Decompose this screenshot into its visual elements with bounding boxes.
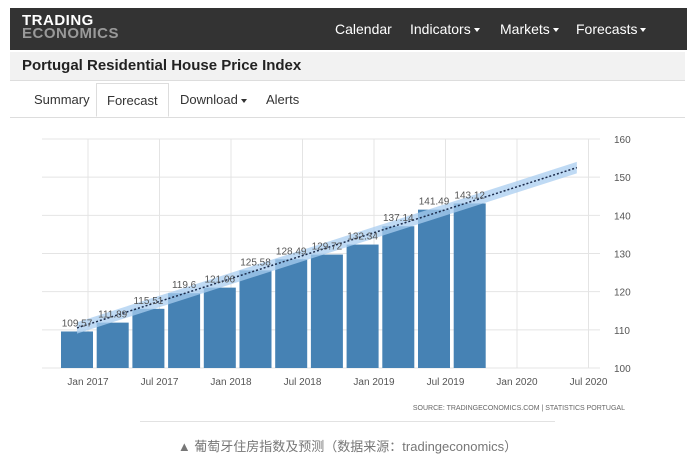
tabs: Summary Forecast Download Alerts: [10, 83, 685, 118]
logo-top[interactable]: TRADING: [22, 12, 94, 29]
chart: 100 110 120 130 140 150 160 Jan 2017 Jul 2017 Jan…: [42, 135, 631, 412]
bar: [96, 322, 129, 368]
bar: [168, 293, 201, 368]
tab-label: Download: [180, 92, 238, 107]
y-tick-label: 100: [614, 364, 631, 375]
bar: [61, 331, 93, 368]
value-label: 141.49: [419, 197, 450, 208]
bar: [132, 308, 165, 368]
menu-label: Indicators: [410, 21, 471, 37]
tab-label: Summary: [34, 92, 90, 107]
value-label: 119.6: [172, 280, 197, 291]
y-tick-label: 160: [614, 135, 631, 146]
caption: ▲ 葡萄牙住房指数及预测（数据来源：tradingeconomics）: [177, 439, 518, 454]
caret: [640, 28, 647, 33]
page-title: Portugal Residential House Price Index: [22, 57, 302, 74]
bar: [346, 244, 379, 368]
y-tick-label: 130: [614, 250, 631, 261]
x-tick-label: Jul 2017: [141, 377, 179, 388]
tab[interactable]: Forecast: [96, 83, 169, 117]
y-tick-label: 140: [614, 211, 631, 222]
tab[interactable]: Summary: [24, 83, 100, 117]
trend-line: [76, 166, 578, 329]
bar: [275, 259, 308, 368]
menu-label: Forecasts: [576, 21, 638, 37]
value-label: 121.06: [205, 275, 236, 286]
menu-item[interactable]: Forecasts: [576, 21, 647, 37]
value-label: 111.89: [98, 310, 128, 321]
value-label: 125.58: [240, 257, 271, 268]
logo-bottom[interactable]: ECONOMICS: [22, 25, 120, 42]
x-tick-label: Jan 2018: [210, 377, 252, 388]
x-tick-label: Jan 2020: [496, 377, 538, 388]
x-tick-label: Jan 2017: [67, 377, 109, 388]
tab-label: Forecast: [107, 93, 158, 108]
caret: [473, 28, 480, 33]
bar: [310, 254, 343, 368]
menu-item[interactable]: Calendar: [335, 21, 392, 37]
value-label: 128.49: [276, 246, 307, 257]
tab[interactable]: Alerts: [256, 83, 309, 117]
bar: [382, 226, 415, 368]
value-label: 137.14: [383, 213, 414, 224]
forecast-band: [77, 161, 577, 334]
x-tick-label: Jul 2020: [570, 377, 608, 388]
menu-label: Calendar: [335, 21, 392, 37]
menu-item[interactable]: Indicators: [410, 21, 480, 37]
tab[interactable]: Download: [170, 83, 257, 117]
x-tick-label: Jan 2019: [353, 377, 395, 388]
caret: [240, 98, 247, 103]
y-tick-label: 110: [614, 326, 630, 337]
bar: [418, 209, 450, 368]
x-tick-label: Jul 2018: [284, 377, 322, 388]
caret: [552, 28, 559, 33]
title-bar: Portugal Residential House Price Index: [10, 52, 685, 81]
y-tick-label: 150: [614, 173, 631, 184]
menu-item[interactable]: Markets: [500, 21, 559, 37]
y-tick-label: 120: [614, 288, 631, 299]
source: SOURCE: TRADINGECONOMICS.COM | STATISTIC…: [413, 405, 625, 412]
bar: [239, 270, 272, 368]
separator: [140, 421, 555, 422]
bar: [203, 287, 236, 368]
x-tick-label: Jul 2019: [427, 377, 465, 388]
menu-label: Markets: [500, 21, 550, 37]
value-label: 115.51: [133, 296, 163, 307]
value-label: 129.72: [312, 242, 343, 253]
tab-label: Alerts: [266, 92, 300, 107]
value-label: 143.12: [454, 190, 485, 201]
value-label: 109.57: [62, 318, 93, 329]
value-label: 132.34: [347, 232, 378, 243]
bar: [453, 203, 486, 368]
nav-bar: TRADING ECONOMICS Calendar Indicators Ma…: [10, 8, 687, 50]
